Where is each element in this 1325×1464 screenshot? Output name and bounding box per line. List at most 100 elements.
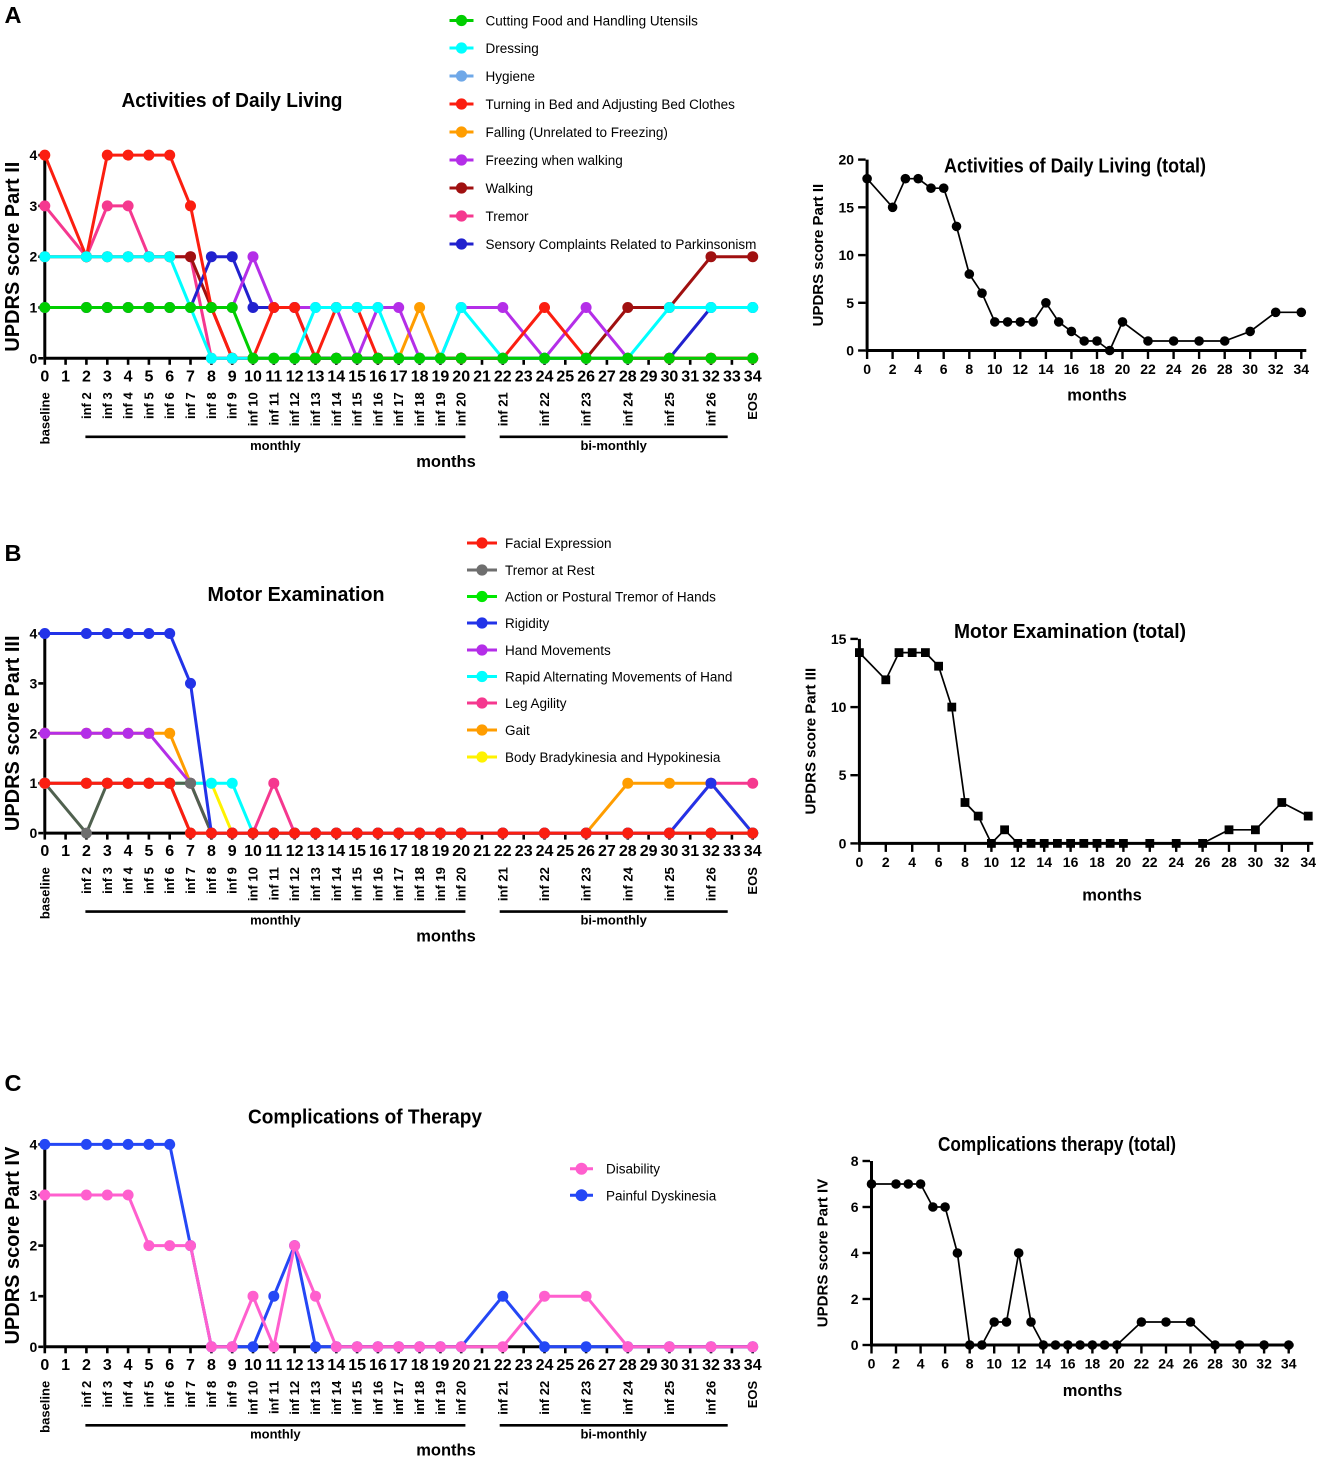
svg-text:0: 0	[868, 1356, 876, 1372]
svg-text:27: 27	[598, 843, 616, 860]
svg-text:inf 8: inf 8	[204, 392, 219, 419]
svg-text:3: 3	[30, 198, 38, 214]
svg-text:inf 18: inf 18	[412, 392, 427, 426]
svg-text:21: 21	[473, 1357, 491, 1374]
svg-text:8: 8	[207, 1357, 216, 1374]
svg-text:34: 34	[744, 368, 762, 385]
svg-text:14: 14	[1036, 1356, 1052, 1372]
svg-text:0: 0	[846, 343, 854, 359]
svg-text:Tremor at Rest: Tremor at Rest	[505, 563, 595, 578]
svg-text:9: 9	[228, 1357, 237, 1374]
svg-text:8: 8	[207, 368, 216, 385]
svg-text:UPDRS score Part III: UPDRS score Part III	[2, 635, 24, 831]
svg-text:25: 25	[556, 843, 574, 860]
svg-text:months: months	[1063, 1382, 1123, 1400]
svg-text:0: 0	[851, 1337, 859, 1353]
svg-text:1: 1	[30, 300, 38, 316]
svg-text:30: 30	[661, 843, 679, 860]
svg-text:inf 12: inf 12	[287, 392, 302, 426]
svg-text:inf 23: inf 23	[579, 1381, 594, 1415]
svg-text:4: 4	[917, 1356, 925, 1372]
svg-text:24: 24	[1168, 854, 1184, 870]
svg-text:inf 9: inf 9	[225, 1381, 240, 1408]
svg-text:30: 30	[661, 368, 679, 385]
svg-text:inf 22: inf 22	[537, 867, 552, 901]
svg-text:23: 23	[515, 1357, 533, 1374]
svg-text:6: 6	[165, 843, 174, 860]
svg-text:16: 16	[369, 843, 387, 860]
svg-text:27: 27	[598, 368, 616, 385]
svg-text:Leg Agility: Leg Agility	[505, 696, 567, 711]
svg-text:33: 33	[723, 1357, 741, 1374]
svg-text:inf 14: inf 14	[329, 1380, 344, 1415]
svg-text:inf 16: inf 16	[370, 867, 385, 901]
svg-text:34: 34	[1294, 361, 1310, 377]
svg-text:26: 26	[1191, 361, 1207, 377]
svg-text:months: months	[416, 453, 476, 471]
svg-text:Complications therapy (total): Complications therapy (total)	[938, 1134, 1176, 1156]
svg-text:inf 2: inf 2	[79, 392, 94, 419]
svg-text:5: 5	[144, 843, 153, 860]
svg-text:10: 10	[244, 368, 262, 385]
svg-text:2: 2	[30, 725, 38, 741]
svg-text:inf 2: inf 2	[79, 867, 94, 894]
svg-text:inf 18: inf 18	[412, 867, 427, 901]
svg-text:5: 5	[839, 767, 847, 783]
svg-text:inf 19: inf 19	[433, 392, 448, 426]
svg-text:15: 15	[348, 843, 366, 860]
svg-text:baseline: baseline	[37, 392, 52, 444]
svg-text:16: 16	[369, 1357, 387, 1374]
svg-text:26: 26	[1183, 1356, 1199, 1372]
svg-text:33: 33	[723, 843, 741, 860]
svg-text:inf 26: inf 26	[704, 392, 719, 426]
svg-text:inf 19: inf 19	[433, 867, 448, 901]
svg-text:32: 32	[702, 843, 720, 860]
svg-text:2: 2	[889, 361, 897, 377]
svg-text:inf 17: inf 17	[391, 867, 406, 901]
svg-text:22: 22	[494, 843, 512, 860]
svg-text:20: 20	[452, 1357, 470, 1374]
svg-text:30: 30	[1232, 1356, 1248, 1372]
svg-text:Disability: Disability	[606, 1162, 660, 1177]
svg-text:4: 4	[124, 368, 133, 385]
svg-text:inf 9: inf 9	[225, 867, 240, 894]
svg-text:inf 18: inf 18	[412, 1381, 427, 1415]
svg-text:inf 11: inf 11	[266, 392, 281, 425]
svg-text:10: 10	[839, 247, 855, 263]
svg-text:0: 0	[40, 1357, 49, 1374]
svg-text:20: 20	[1115, 361, 1131, 377]
svg-text:0: 0	[30, 350, 38, 366]
svg-text:3: 3	[103, 843, 112, 860]
svg-text:22: 22	[494, 368, 512, 385]
svg-text:inf 23: inf 23	[579, 392, 594, 426]
svg-text:34: 34	[1281, 1356, 1297, 1372]
svg-text:inf 8: inf 8	[204, 1381, 219, 1408]
svg-text:months: months	[1067, 387, 1127, 405]
svg-text:13: 13	[307, 843, 325, 860]
svg-text:0: 0	[30, 1339, 38, 1355]
svg-text:32: 32	[1268, 361, 1284, 377]
svg-text:months: months	[1082, 887, 1142, 905]
svg-text:29: 29	[640, 843, 658, 860]
svg-text:12: 12	[286, 368, 304, 385]
svg-text:25: 25	[556, 1357, 574, 1374]
svg-text:16: 16	[1060, 1356, 1076, 1372]
svg-text:29: 29	[640, 368, 658, 385]
svg-text:inf 8: inf 8	[204, 867, 219, 894]
svg-text:14: 14	[327, 368, 345, 385]
svg-text:inf 11: inf 11	[266, 1381, 281, 1414]
svg-text:2: 2	[30, 1238, 38, 1254]
svg-text:24: 24	[536, 843, 554, 860]
svg-text:12: 12	[286, 1357, 304, 1374]
svg-text:Activities of Daily Living (to: Activities of Daily Living (total)	[944, 156, 1206, 178]
svg-text:inf 3: inf 3	[100, 867, 115, 894]
svg-text:6: 6	[165, 1357, 174, 1374]
svg-text:31: 31	[681, 368, 699, 385]
svg-text:14: 14	[1038, 361, 1054, 377]
svg-text:0: 0	[30, 825, 38, 841]
svg-text:Rapid Alternating Movements of: Rapid Alternating Movements of Hand	[505, 670, 732, 685]
svg-text:8: 8	[966, 1356, 974, 1372]
svg-text:15: 15	[839, 199, 855, 215]
svg-text:EOS: EOS	[745, 867, 760, 895]
svg-text:EOS: EOS	[745, 392, 760, 420]
